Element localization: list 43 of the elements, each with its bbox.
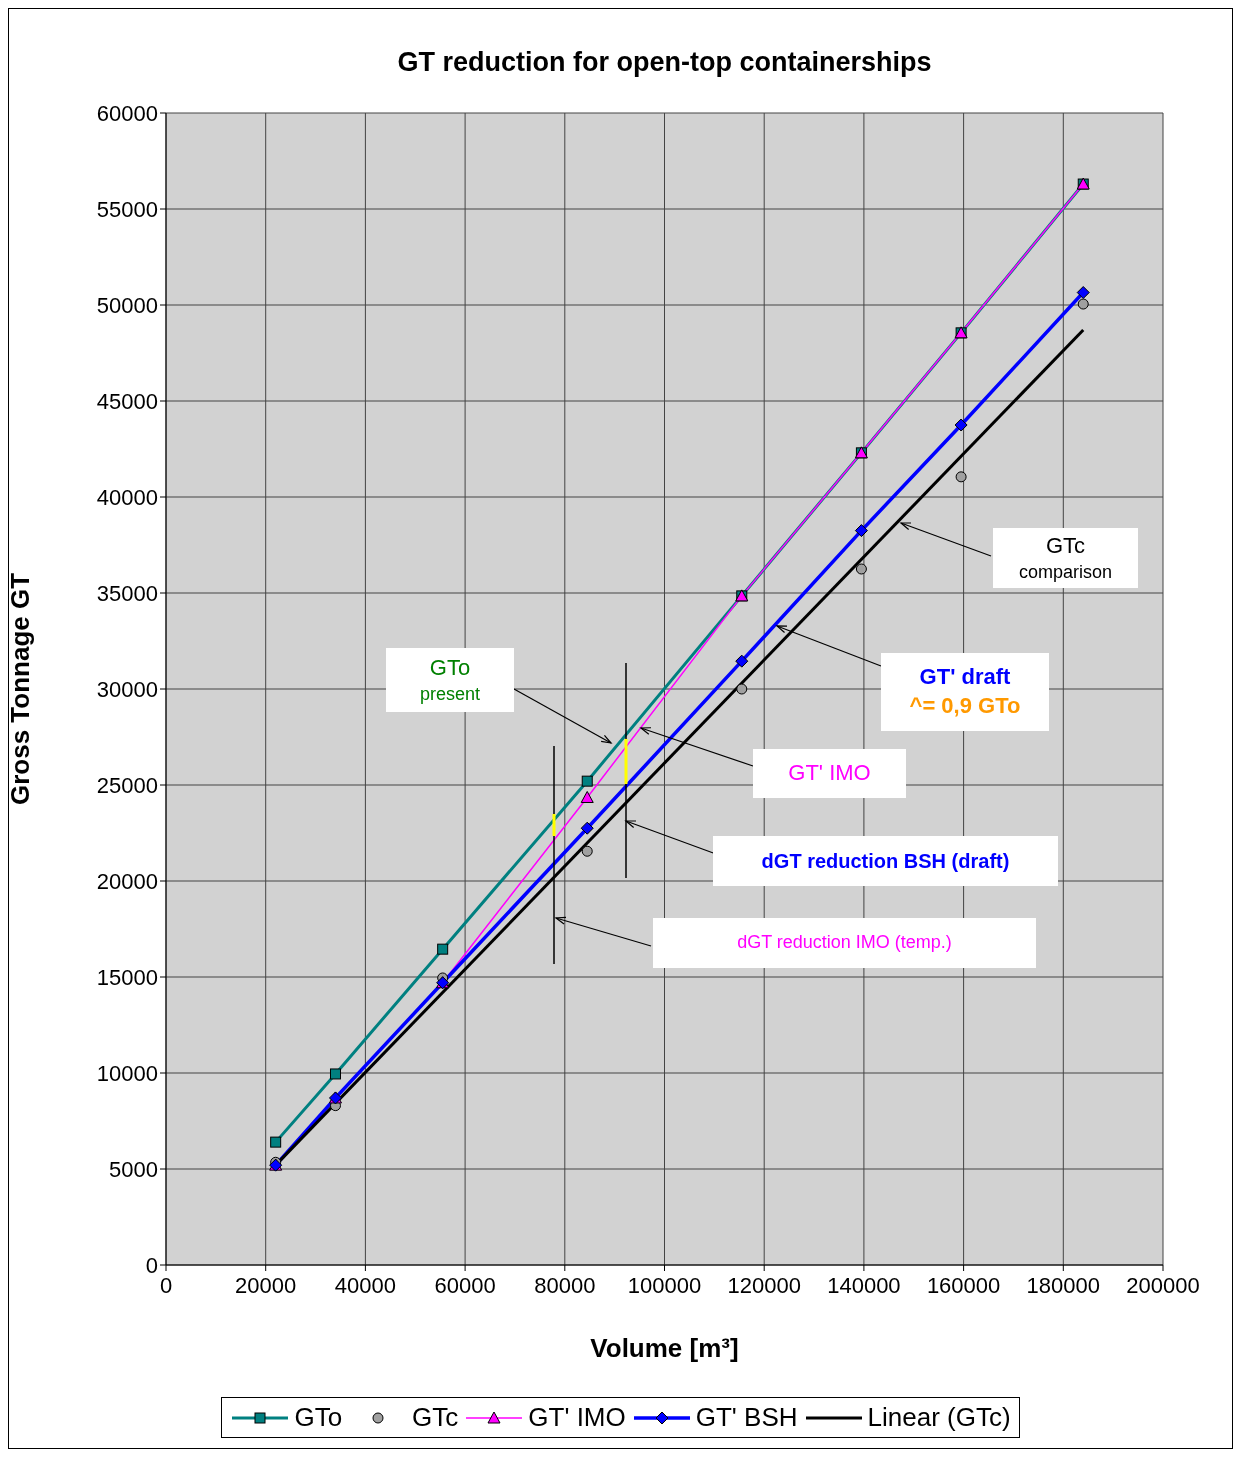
y-tick-label: 35000 [96, 580, 158, 606]
x-tick-label: 200000 [1126, 1272, 1200, 1298]
x-tick-label: 100000 [627, 1272, 702, 1298]
y-tick-label: 5000 [109, 1156, 158, 1182]
x-tick-label: 60000 [434, 1272, 496, 1298]
annotation: dGT reduction IMO (temp.) [737, 931, 952, 955]
y-tick-label: 15000 [96, 964, 158, 990]
annotation: GT' draft ^= 0,9 GTo [909, 663, 1021, 720]
x-tick-label: 40000 [334, 1272, 396, 1298]
text-box: dGT reduction IMO (temp.) [653, 918, 1036, 968]
y-tick-label: 25000 [96, 772, 158, 798]
y-tick-label: 45000 [96, 388, 158, 414]
x-tick-label: 140000 [827, 1272, 901, 1298]
x-tick-label: 120000 [727, 1272, 801, 1298]
x-tick-label: 160000 [926, 1272, 1001, 1298]
annotation: GT' IMO [788, 759, 871, 788]
y-tick-label: 30000 [96, 676, 158, 702]
annotation: GTc comparison [1018, 532, 1113, 584]
annotation: dGT reduction BSH (draft) [761, 849, 1010, 874]
y-tick-label: 0 [145, 1252, 158, 1278]
y-tick-label: 60000 [96, 100, 158, 126]
y-tick-label: 55000 [96, 196, 158, 222]
text-box: GTc comparison [993, 528, 1138, 588]
text-box: GTo present [386, 648, 514, 712]
x-tick-label: 20000 [235, 1272, 297, 1298]
x-axis-title: Volume [m³] [590, 1333, 739, 1363]
y-tick-label: 50000 [96, 292, 158, 318]
text-box: dGT reduction BSH (draft) [713, 836, 1058, 886]
legend-label: GTo [294, 1402, 343, 1433]
y-axis-title: Gross Tonnage GT [5, 572, 36, 806]
annotation: GTo present [419, 654, 481, 706]
y-tick-label: 20000 [96, 868, 158, 894]
legend-label: GT' BSH [695, 1402, 798, 1433]
text-box: GT' draft ^= 0,9 GTo [881, 653, 1049, 731]
chart-title: GT reduction for open-top containerships [396, 47, 933, 78]
y-tick-label: 10000 [96, 1060, 158, 1086]
y-tick-label: 40000 [96, 484, 158, 510]
x-tick-label: 180000 [1026, 1272, 1101, 1298]
legend-label: GTc [412, 1402, 459, 1433]
legend-label: Linear (GTc) [867, 1402, 1011, 1433]
x-tick-label: 80000 [534, 1272, 596, 1298]
text-box: GT' IMO [753, 749, 906, 798]
legend-label: GT' IMO [528, 1402, 626, 1433]
